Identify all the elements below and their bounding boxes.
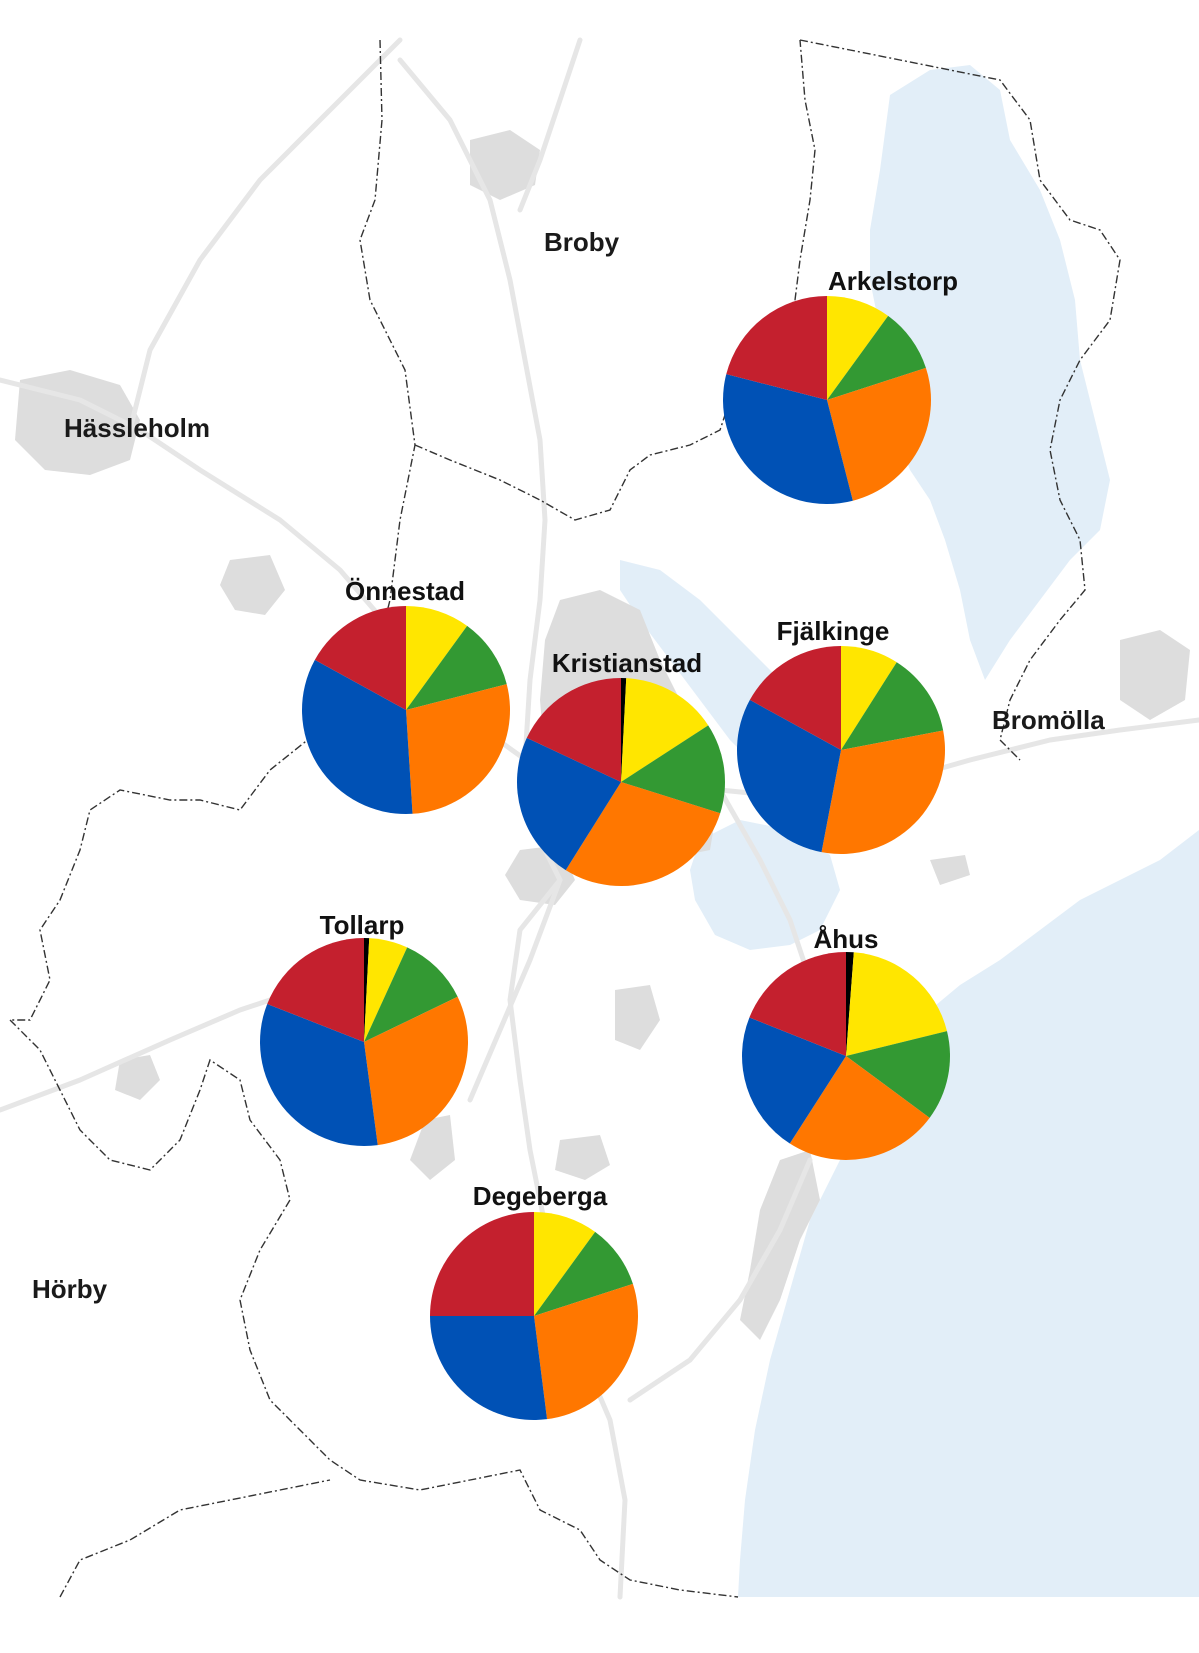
urban-bromolla bbox=[1120, 630, 1190, 720]
road-8 bbox=[0, 987, 303, 1113]
pie-slice-blue bbox=[517, 737, 621, 871]
road-1 bbox=[0, 377, 603, 793]
region-label-broby: Broby bbox=[544, 227, 620, 257]
urban-hassleholm bbox=[15, 370, 140, 475]
pie-slice-yellow bbox=[406, 606, 468, 710]
region-label-bromolla: Bromölla bbox=[992, 705, 1105, 735]
pie-slice-green bbox=[364, 947, 458, 1042]
pie-slice-blue bbox=[742, 1017, 846, 1144]
pie-slice-yellow bbox=[534, 1212, 596, 1316]
pie-slice-green bbox=[846, 1031, 951, 1118]
urban-tollarp bbox=[115, 1055, 160, 1100]
town-label-degeberga: Degeberga bbox=[472, 1181, 608, 1211]
pie-slice-blue bbox=[302, 659, 413, 815]
border-broby-south bbox=[414, 39, 816, 521]
border-horby bbox=[59, 1479, 331, 1598]
pie-slice-green bbox=[534, 1231, 633, 1316]
pie-chart-6 bbox=[742, 952, 951, 1160]
pie-slice-black bbox=[621, 678, 627, 782]
pie-slice-green bbox=[841, 662, 944, 750]
urban-misc-3 bbox=[220, 555, 285, 615]
pie-chart-1 bbox=[723, 296, 931, 504]
pie-slice-orange bbox=[406, 684, 511, 814]
pie-slice-orange bbox=[364, 996, 469, 1146]
pie-slice-yellow bbox=[827, 296, 889, 400]
town-label-arkelstorp: Arkelstorp bbox=[827, 266, 959, 296]
road-7 bbox=[717, 787, 813, 983]
pie-slice-black bbox=[846, 952, 854, 1056]
pie-slice-red bbox=[749, 646, 841, 750]
pie-slice-orange bbox=[821, 730, 945, 855]
pie-slice-green bbox=[827, 315, 926, 400]
pie-slice-yellow bbox=[364, 938, 408, 1042]
border-broby-west bbox=[10, 39, 416, 1021]
lake-ivosjon bbox=[870, 65, 1110, 680]
border-south-west bbox=[9, 1019, 739, 1598]
pie-slice-yellow bbox=[846, 952, 947, 1056]
pie-slice-orange bbox=[534, 1283, 639, 1420]
lake-hammarsjon bbox=[690, 820, 840, 950]
urban-misc-1 bbox=[615, 985, 660, 1050]
pie-slice-yellow bbox=[621, 678, 709, 782]
town-label-kristianstad: Kristianstad bbox=[551, 648, 703, 678]
pie-chart-2 bbox=[302, 606, 511, 815]
pie-chart-7 bbox=[430, 1212, 639, 1421]
pie-slice-red bbox=[726, 296, 827, 400]
road-11 bbox=[517, 37, 583, 213]
pie-chart-5 bbox=[259, 938, 469, 1147]
urban-degeberga bbox=[555, 1135, 610, 1180]
town-label-tollarp: Tollarp bbox=[319, 910, 405, 940]
town-label-ahus: Åhus bbox=[813, 924, 879, 954]
pie-chart-layer bbox=[259, 296, 951, 1421]
urban-broby bbox=[470, 130, 540, 200]
pie-slice-green bbox=[621, 725, 725, 814]
road-4 bbox=[467, 877, 563, 1103]
region-label-horby: Hörby bbox=[32, 1274, 108, 1304]
pie-slice-red bbox=[267, 938, 364, 1042]
pie-slice-red bbox=[526, 678, 621, 782]
pie-slice-green bbox=[406, 625, 507, 710]
pie-slice-blue bbox=[430, 1316, 548, 1421]
border-east bbox=[799, 39, 1121, 761]
pie-chart-4 bbox=[737, 646, 945, 855]
pie-slice-red bbox=[749, 952, 846, 1056]
pie-slice-orange bbox=[789, 1056, 930, 1160]
pie-slice-red bbox=[314, 606, 406, 710]
urban-ahus bbox=[740, 1150, 820, 1340]
road-10 bbox=[627, 1157, 813, 1403]
pie-slice-black bbox=[364, 938, 370, 1042]
town-label-fjalkinge: Fjälkinge bbox=[776, 616, 890, 646]
urban-misc-2 bbox=[410, 1115, 455, 1180]
pie-slice-blue bbox=[259, 1003, 378, 1147]
pie-slice-red bbox=[430, 1212, 534, 1316]
municipal-borders bbox=[9, 39, 1121, 1598]
sea-water bbox=[738, 830, 1199, 1597]
pie-slice-orange bbox=[827, 367, 931, 501]
pie-chart-3 bbox=[517, 678, 725, 886]
pie-slice-yellow bbox=[841, 646, 897, 750]
region-label-hassleholm: Hässleholm bbox=[64, 413, 210, 443]
urban-misc-4 bbox=[930, 855, 970, 885]
pie-slice-blue bbox=[737, 699, 841, 853]
lake-small bbox=[995, 450, 1070, 510]
pie-slice-blue bbox=[723, 374, 853, 504]
road-5 bbox=[507, 877, 628, 1600]
pie-slice-orange bbox=[565, 782, 721, 886]
town-label-onnestad: Önnestad bbox=[345, 576, 465, 606]
